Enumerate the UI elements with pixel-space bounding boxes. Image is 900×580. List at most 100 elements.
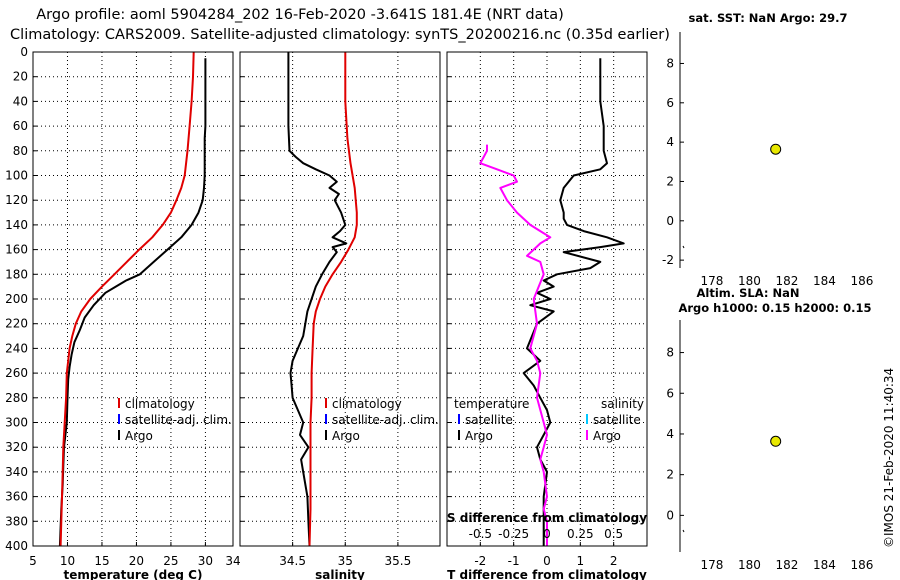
x-tick-label: 34.5	[279, 554, 306, 568]
x-tick-label: 20	[129, 554, 144, 568]
panel-difference: -2 -1 0 1 2T difference from climatology S di…	[446, 51, 648, 580]
legend-label: Argo	[332, 429, 360, 443]
panel-map-sst: -2 0 2 4 6 8 178 180 182 184 186	[662, 32, 873, 288]
s-tick-label: 0	[543, 527, 551, 541]
title-line-2: Climatology: CARS2009. Satellite-adjuste…	[10, 27, 670, 43]
series-line-t-difference-argo-	[522, 58, 625, 546]
x-axis-label: temperature (deg C)	[64, 568, 203, 580]
y-tick-label: -2	[662, 253, 674, 267]
panel-map-sla: 0 2 4 6 8 178 180 182 184 186	[666, 320, 873, 572]
series-line-s-difference-argo-	[479, 144, 552, 546]
legend-label: climatology	[125, 397, 195, 411]
y-tick-label: 220	[5, 317, 28, 331]
y-tick-label: 4	[666, 427, 674, 441]
y-tick-label: 400	[5, 539, 28, 553]
panel-salinity: 34.5 35 35.5 salinity climatology satellite-a…	[239, 51, 441, 580]
y-tick-label: 8	[666, 56, 674, 70]
y-tick-label: 300	[5, 416, 28, 430]
y-tick-label: 140	[5, 218, 28, 232]
s-tick-label: 0.5	[604, 527, 623, 541]
y-tick-label: 4	[666, 135, 674, 149]
y-tick-label: 160	[5, 243, 28, 257]
legend-temperature-title: temperature	[454, 397, 529, 411]
y-tick-label: 80	[13, 144, 28, 158]
x-tick-label: 5	[29, 554, 37, 568]
footer-credit: ©IMOS 21-Feb-2020 11:40:34	[882, 368, 896, 548]
axes-frame	[446, 51, 648, 547]
y-tick-label: 100	[5, 169, 28, 183]
y-tick-label: 320	[5, 440, 28, 454]
x-tick-label: 0	[543, 554, 551, 568]
coastline-fragment	[682, 529, 685, 533]
x-tick-label: 180	[738, 274, 761, 288]
y-tick-label: 20	[13, 70, 28, 84]
panel-temperature: 5 10 15 20 25 30 34020406080100120140160180200…	[5, 45, 241, 580]
x-axis-label: T difference from climatology	[447, 568, 647, 580]
y-tick-label: 120	[5, 193, 28, 207]
y-tick-label: 360	[5, 490, 28, 504]
legend-salinity-title: salinity	[601, 397, 644, 411]
map-sla-title: Altim. SLA: NaN	[697, 286, 800, 300]
series-line-argo	[287, 52, 348, 547]
argo-position-marker	[770, 143, 782, 155]
x-tick-label: 186	[851, 274, 874, 288]
x-tick-label: 180	[738, 558, 761, 572]
y-tick-label: 240	[5, 341, 28, 355]
y-tick-label: 2	[666, 174, 674, 188]
axes-frame	[239, 51, 441, 547]
y-tick-label: 340	[5, 465, 28, 479]
y-tick-label: 6	[666, 96, 674, 110]
y-tick-label: 8	[666, 346, 674, 360]
series-line-climatology	[308, 52, 358, 547]
x-tick-label: 25	[163, 554, 178, 568]
y-tick-label: 40	[13, 94, 28, 108]
y-tick-label: 0	[20, 45, 28, 59]
legend-label: satellite	[593, 413, 641, 427]
legend-label: satellite-adj. clim.	[125, 413, 232, 427]
legend-label: Argo	[593, 429, 621, 443]
s-tick-label: 0.25	[567, 527, 594, 541]
series-line-argo	[58, 58, 207, 547]
legend-label: satellite-adj. clim.	[332, 413, 439, 427]
x-tick-label: 15	[94, 554, 109, 568]
y-tick-label: 60	[13, 119, 28, 133]
map-sst-title: sat. SST: NaN Argo: 29.7	[688, 11, 847, 25]
x-tick-label: 178	[700, 558, 723, 572]
s-tick-label: -0.25	[498, 527, 529, 541]
y-tick-label: 0	[666, 508, 674, 522]
s-axis-label: S difference from climatology	[447, 511, 647, 525]
y-tick-label: 380	[5, 514, 28, 528]
x-tick-label: -1	[508, 554, 520, 568]
x-tick-label: 182	[775, 558, 798, 572]
x-tick-label: 182	[775, 274, 798, 288]
legend-label: Argo	[125, 429, 153, 443]
x-tick-label: 35	[338, 554, 353, 568]
x-tick-label: 184	[813, 558, 836, 572]
axes-frame	[32, 51, 234, 547]
x-tick-label: 1	[577, 554, 585, 568]
legend-label: climatology	[332, 397, 402, 411]
x-tick-label: 34	[225, 554, 240, 568]
x-tick-label: 35.5	[385, 554, 412, 568]
x-axis-label: salinity	[315, 568, 365, 580]
series-line-climatology	[59, 51, 195, 547]
x-tick-label: 2	[610, 554, 618, 568]
legend-label: Argo	[465, 429, 493, 443]
y-tick-label: 180	[5, 267, 28, 281]
title-line-1: Argo profile: aoml 5904284_202 16-Feb-20…	[36, 7, 563, 23]
map-sla-subtitle: Argo h1000: 0.15 h2000: 0.15	[678, 301, 871, 315]
coastline-fragment	[682, 245, 685, 249]
legend-label: satellite	[465, 413, 513, 427]
y-tick-label: 0	[666, 214, 674, 228]
argo-position-marker	[770, 435, 782, 447]
x-tick-label: 178	[700, 274, 723, 288]
y-tick-label: 280	[5, 391, 28, 405]
y-tick-label: 260	[5, 366, 28, 380]
x-tick-label: 30	[198, 554, 213, 568]
x-tick-label: 186	[851, 558, 874, 572]
s-tick-label: -0.5	[469, 527, 492, 541]
y-tick-label: 200	[5, 292, 28, 306]
x-tick-label: 184	[813, 274, 836, 288]
x-tick-label: -2	[474, 554, 486, 568]
